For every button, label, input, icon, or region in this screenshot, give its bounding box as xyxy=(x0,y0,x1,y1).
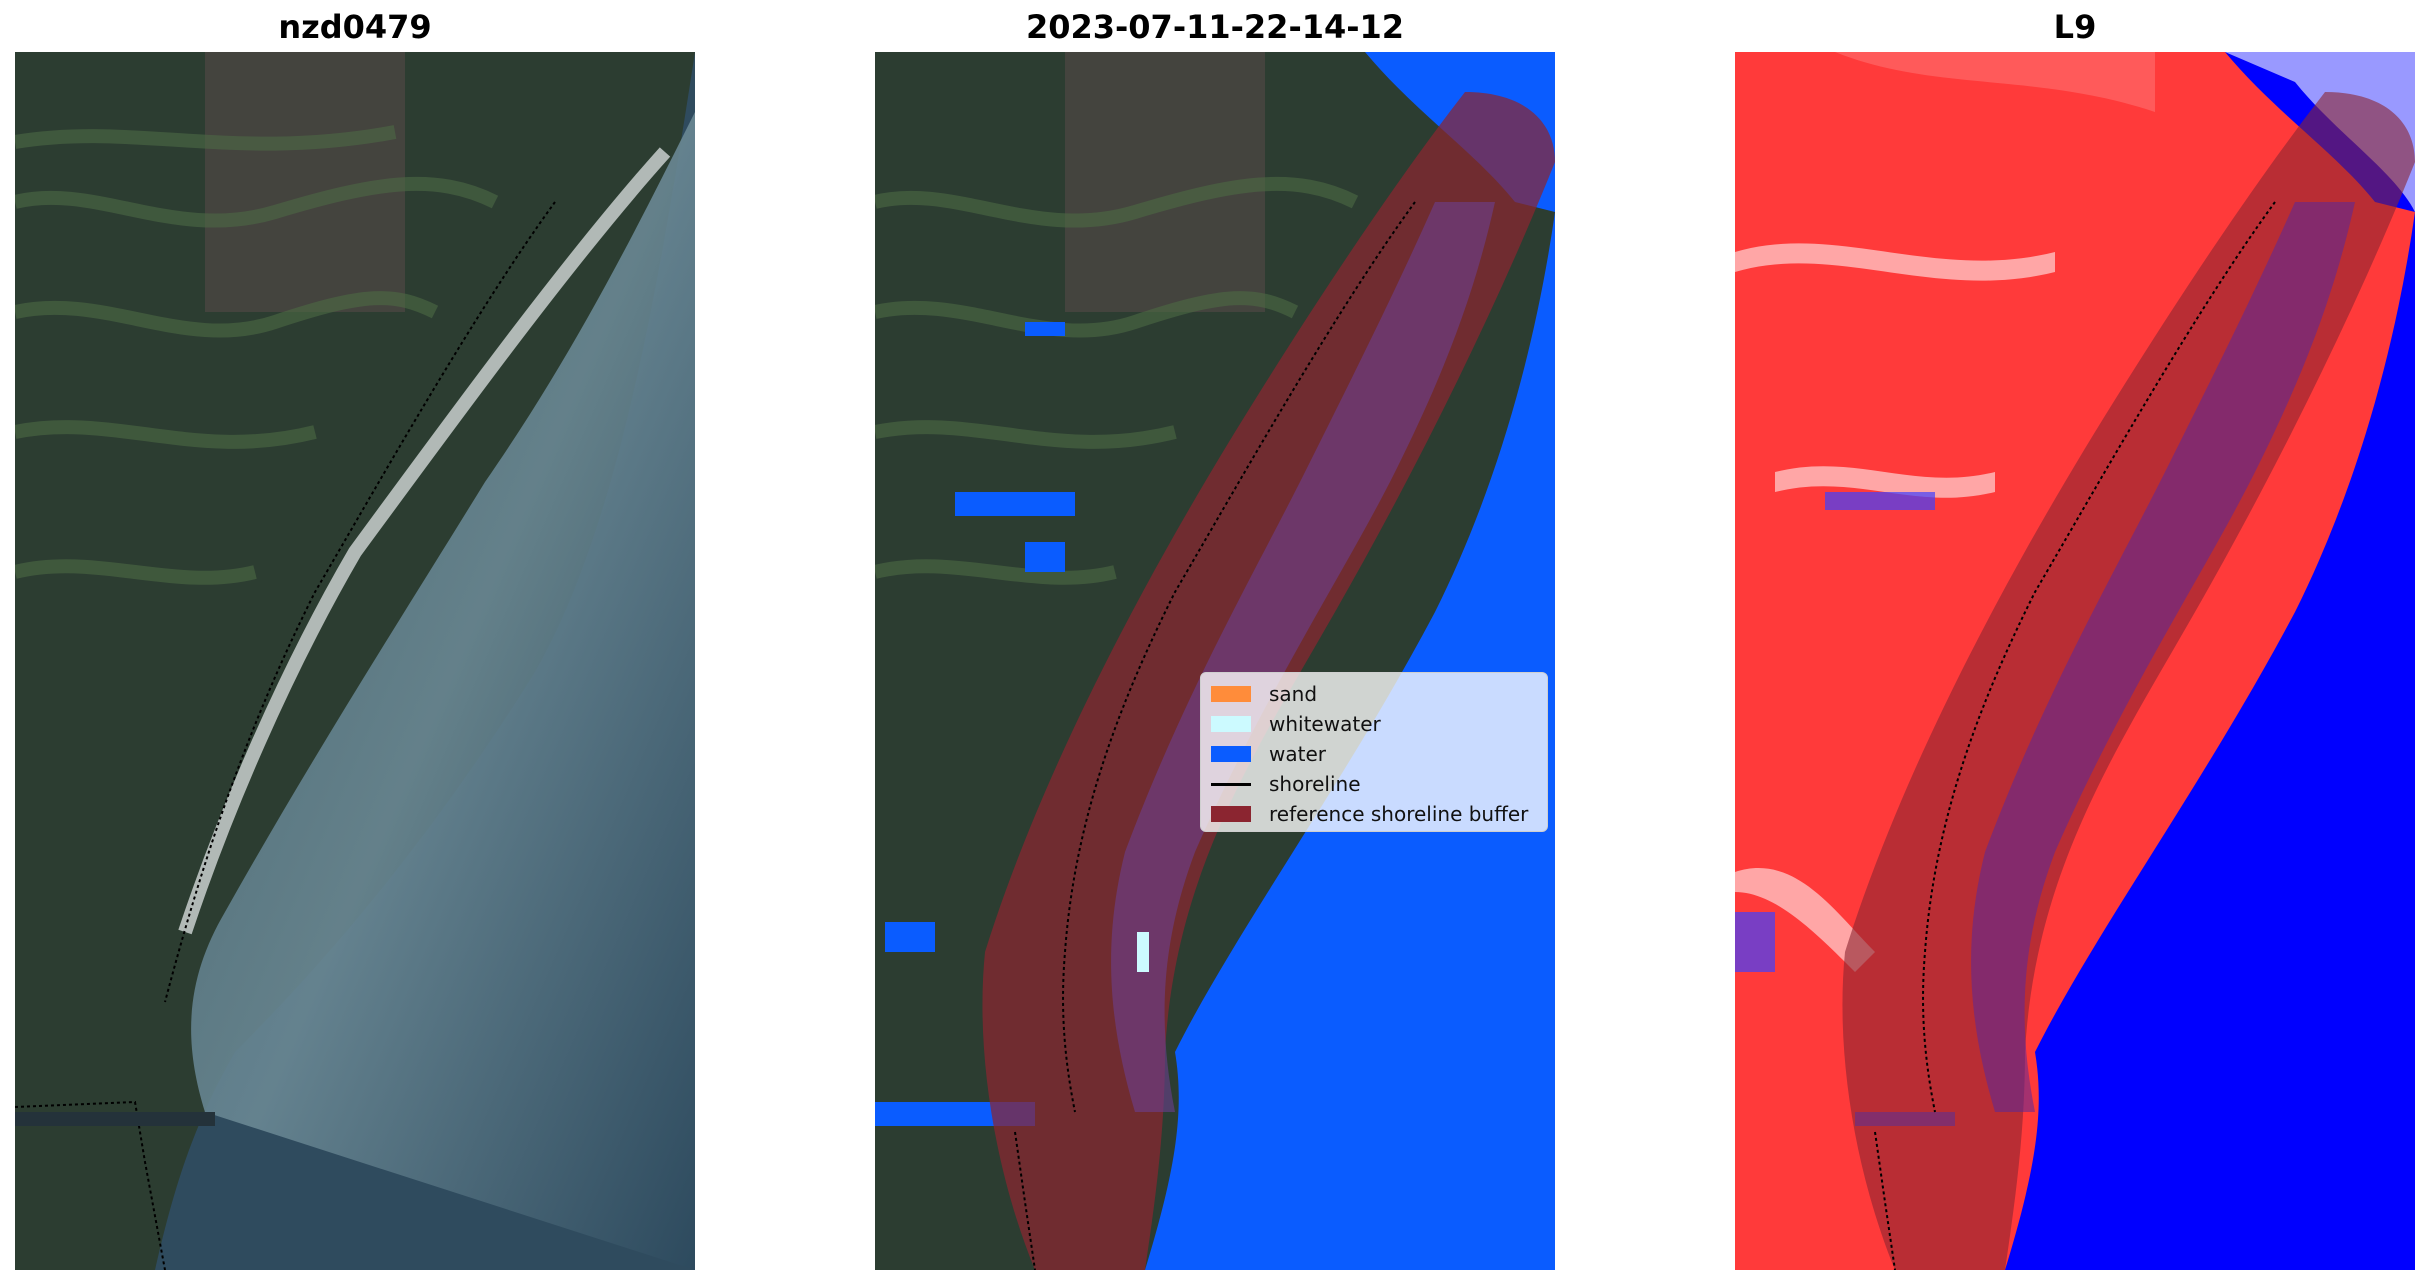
index-water-area xyxy=(2005,52,2415,1270)
legend-label: shoreline xyxy=(1269,772,1361,796)
legend-label: sand xyxy=(1269,682,1318,706)
panel-title-classification: 2023-07-11-22-14-12 xyxy=(1025,8,1405,46)
panel-title-rgb: nzd0479 xyxy=(278,8,432,46)
rgb-image-panel xyxy=(15,52,695,1270)
panel-title-index: L9 xyxy=(2053,8,2097,46)
legend-item-shoreline: shoreline xyxy=(1211,769,1537,799)
index-panel xyxy=(1735,52,2415,1270)
water-class-area xyxy=(1145,52,1555,1270)
sand-swatch xyxy=(1211,686,1251,702)
legend-label: reference shoreline buffer xyxy=(1269,802,1529,826)
legend-item-reference-buffer: reference shoreline buffer xyxy=(1211,799,1537,829)
legend: sand whitewater water shoreline referenc… xyxy=(1200,672,1548,832)
buffer-swatch xyxy=(1211,806,1251,822)
classification-panel xyxy=(875,52,1555,1270)
legend-item-sand: sand xyxy=(1211,679,1537,709)
legend-label: whitewater xyxy=(1269,712,1381,736)
legend-label: water xyxy=(1269,742,1326,766)
whitewater-swatch xyxy=(1211,716,1251,732)
legend-item-whitewater: whitewater xyxy=(1211,709,1537,739)
water-swatch xyxy=(1211,746,1251,762)
shoreline-line-swatch xyxy=(1211,782,1251,786)
legend-item-water: water xyxy=(1211,739,1537,769)
